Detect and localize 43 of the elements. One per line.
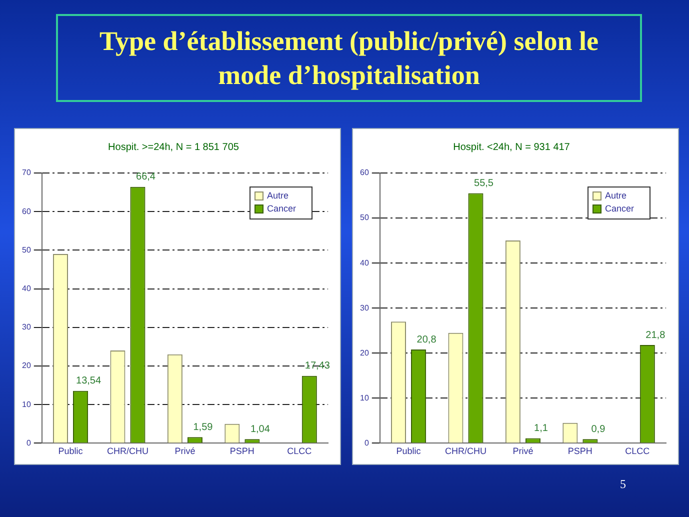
data-label: 17,43 [304, 360, 330, 372]
data-label: 21,8 [646, 330, 666, 341]
y-tick-label: 20 [22, 361, 32, 370]
chart-subtitle: Hospit. <24h, N = 931 417 [453, 142, 570, 153]
data-label: 13,54 [76, 376, 102, 387]
legend-label: Autre [267, 190, 289, 200]
y-tick-label: 60 [22, 206, 32, 216]
x-tick-label: CLCC [625, 446, 650, 456]
x-tick-label: PSPH [568, 446, 592, 456]
y-tick-label: 40 [360, 258, 370, 268]
data-label: 20,8 [416, 334, 437, 346]
data-label: 66,4 [136, 172, 156, 183]
y-tick-label: 30 [360, 303, 370, 312]
x-tick-label: PSPH [230, 446, 254, 456]
legend-label: Cancer [267, 203, 296, 214]
data-label: 1,04 [250, 424, 270, 435]
y-tick-label: 70 [22, 168, 32, 178]
text: 5 [620, 477, 626, 492]
y-tick-label: 10 [360, 393, 370, 402]
x-tick-label: Public [396, 446, 422, 456]
data-label: 1,1 [534, 422, 548, 434]
x-tick-label: Privé [512, 446, 534, 456]
data-label: 55,5 [474, 178, 494, 190]
chart-title: Type d’établissement (public/privé) selon le mode d’hospitalisation [56, 14, 642, 102]
y-tick-label: 50 [360, 213, 370, 222]
y-tick-label: 10 [22, 400, 32, 409]
y-tick-label: 30 [22, 322, 32, 332]
legend-label: Autre [605, 190, 627, 200]
y-tick-label: 0 [364, 438, 370, 448]
x-tick-label: CHR/CHU [444, 446, 486, 456]
x-tick-label: Privé [174, 446, 196, 456]
x-tick-label: Public [58, 446, 84, 456]
x-tick-label: CHR/CHU [106, 446, 148, 456]
y-tick-label: 40 [22, 284, 32, 294]
legend-label: Cancer [605, 203, 634, 214]
data-label: 1,59 [193, 422, 214, 433]
y-tick-label: 0 [26, 438, 32, 448]
y-tick-label: 20 [360, 348, 370, 358]
x-tick-label: CLCC [287, 446, 312, 456]
y-tick-label: 60 [360, 168, 370, 178]
chart-subtitle: Hospit. >=24h, N = 1 851 705 [108, 142, 240, 153]
y-tick-label: 50 [22, 245, 32, 254]
data-label: 0,9 [591, 424, 606, 435]
